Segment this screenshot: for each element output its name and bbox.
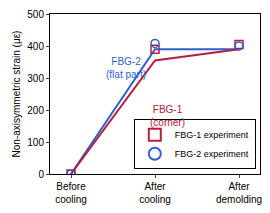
svg-text:0: 0 <box>38 169 44 180</box>
svg-text:FBG-2 experiment: FBG-2 experiment <box>175 149 249 159</box>
svg-text:Non-axisymmetric strain (με): Non-axisymmetric strain (με) <box>11 31 22 158</box>
svg-text:FBG-2(flat part): FBG-2(flat part) <box>106 56 146 80</box>
svg-text:500: 500 <box>27 9 44 20</box>
svg-text:Aftercooling: Aftercooling <box>139 181 171 205</box>
svg-text:200: 200 <box>27 105 44 116</box>
svg-text:FBG-1(corner): FBG-1(corner) <box>150 104 185 128</box>
svg-text:Afterdemolding: Afterdemolding <box>216 181 262 205</box>
svg-text:FBG-1 experiment: FBG-1 experiment <box>175 130 249 140</box>
svg-text:300: 300 <box>27 73 44 84</box>
svg-text:Beforecooling: Beforecooling <box>55 181 87 205</box>
svg-text:400: 400 <box>27 41 44 52</box>
svg-text:100: 100 <box>27 137 44 148</box>
